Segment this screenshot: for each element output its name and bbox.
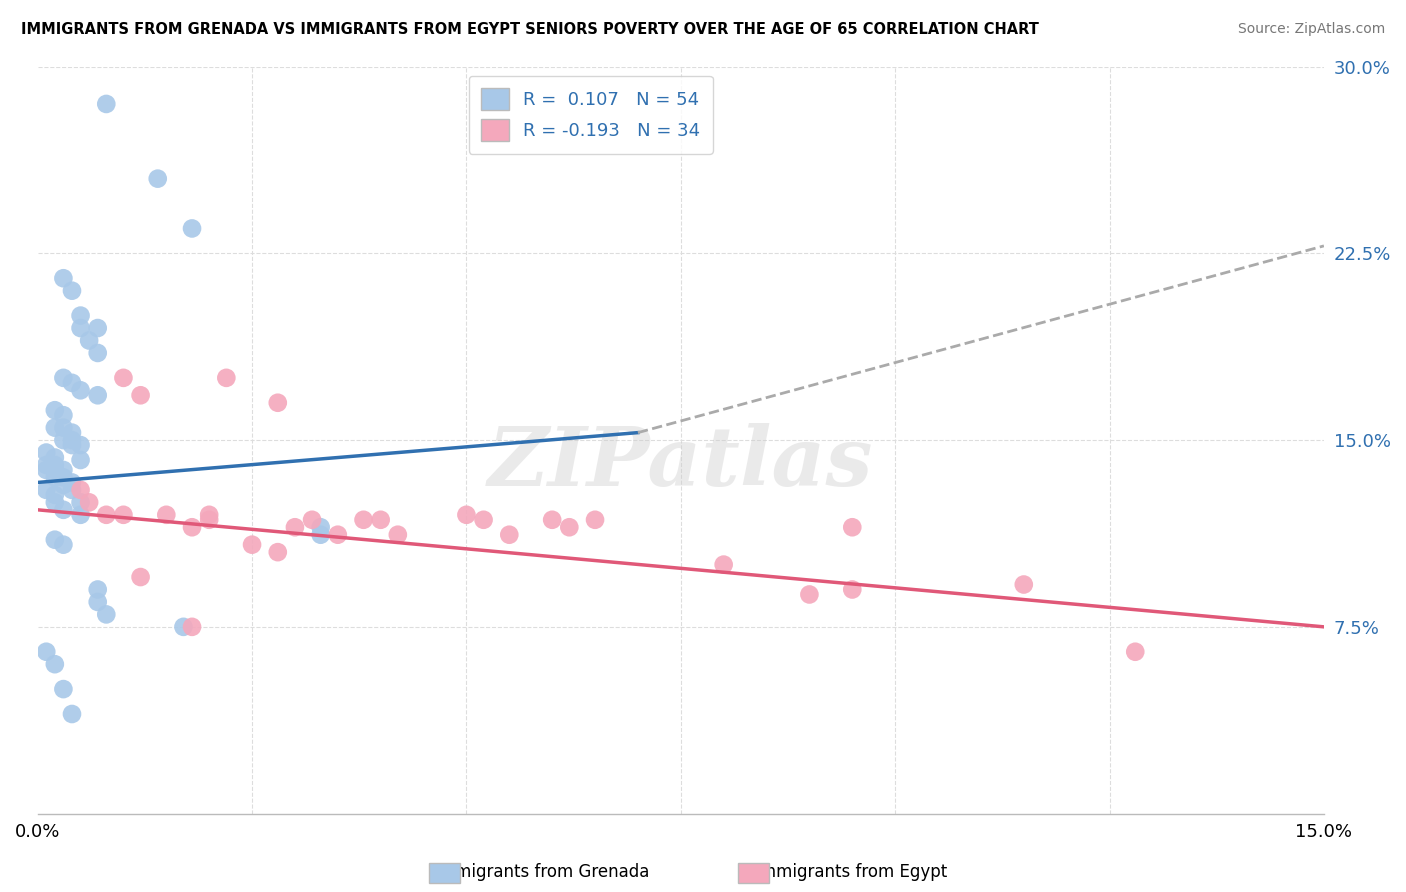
Point: [198, 508, 221, 522]
Point: [146, 171, 169, 186]
Point: [284, 520, 307, 534]
Point: [60, 284, 83, 298]
Point: [713, 558, 735, 572]
Legend: R =  0.107   N = 54, R = -0.193   N = 34: R = 0.107 N = 54, R = -0.193 N = 34: [468, 76, 713, 154]
Point: [35, 645, 58, 659]
Point: [44, 657, 66, 672]
Point: [841, 582, 863, 597]
Text: Immigrants from Grenada: Immigrants from Grenada: [433, 863, 650, 881]
Point: [215, 371, 238, 385]
Point: [52, 420, 75, 434]
Point: [35, 483, 58, 497]
Point: [155, 508, 177, 522]
Text: Source: ZipAtlas.com: Source: ZipAtlas.com: [1237, 22, 1385, 37]
Point: [44, 488, 66, 502]
Point: [77, 495, 100, 509]
Point: [86, 595, 108, 609]
Point: [44, 420, 66, 434]
Point: [52, 470, 75, 484]
Point: [44, 450, 66, 465]
Point: [52, 371, 75, 385]
Point: [267, 545, 290, 559]
Point: [96, 508, 118, 522]
Point: [52, 503, 75, 517]
Point: [35, 463, 58, 477]
Text: Immigrants from Egypt: Immigrants from Egypt: [755, 863, 946, 881]
Point: [301, 513, 323, 527]
Point: [60, 706, 83, 721]
Point: [60, 376, 83, 390]
Point: [44, 403, 66, 417]
Point: [267, 396, 290, 410]
Point: [69, 483, 91, 497]
Text: IMMIGRANTS FROM GRENADA VS IMMIGRANTS FROM EGYPT SENIORS POVERTY OVER THE AGE OF: IMMIGRANTS FROM GRENADA VS IMMIGRANTS FR…: [21, 22, 1039, 37]
Point: [498, 527, 520, 541]
Point: [181, 221, 204, 235]
Point: [456, 508, 478, 522]
Point: [96, 607, 118, 622]
Point: [44, 495, 66, 509]
Point: [52, 433, 75, 447]
Point: [60, 475, 83, 490]
Point: [558, 520, 581, 534]
Point: [69, 495, 91, 509]
Point: [44, 463, 66, 477]
Point: [181, 620, 204, 634]
Point: [309, 527, 332, 541]
Point: [52, 478, 75, 492]
Point: [472, 513, 495, 527]
Point: [387, 527, 409, 541]
Point: [69, 438, 91, 452]
Point: [541, 513, 564, 527]
Point: [353, 513, 375, 527]
Point: [52, 538, 75, 552]
Text: ZIPatlas: ZIPatlas: [488, 423, 873, 502]
Point: [60, 433, 83, 447]
Point: [44, 533, 66, 547]
Point: [35, 458, 58, 472]
Point: [198, 513, 221, 527]
Point: [841, 520, 863, 534]
Point: [69, 453, 91, 467]
Point: [86, 321, 108, 335]
Point: [370, 513, 392, 527]
Point: [35, 445, 58, 459]
Point: [52, 682, 75, 697]
Point: [44, 458, 66, 472]
Point: [799, 587, 821, 601]
Point: [44, 470, 66, 484]
Point: [60, 425, 83, 440]
Point: [86, 346, 108, 360]
Point: [77, 334, 100, 348]
Point: [181, 520, 204, 534]
Point: [52, 271, 75, 285]
Point: [172, 620, 194, 634]
Point: [1012, 577, 1035, 591]
Point: [52, 408, 75, 422]
Point: [129, 388, 152, 402]
Point: [69, 321, 91, 335]
Point: [112, 508, 135, 522]
Point: [60, 483, 83, 497]
Point: [86, 388, 108, 402]
Point: [112, 371, 135, 385]
Point: [52, 463, 75, 477]
Point: [326, 527, 349, 541]
Point: [86, 582, 108, 597]
Point: [583, 513, 606, 527]
Point: [69, 309, 91, 323]
Point: [1123, 645, 1146, 659]
Point: [60, 438, 83, 452]
Point: [69, 384, 91, 398]
Point: [129, 570, 152, 584]
Point: [96, 97, 118, 112]
Point: [240, 538, 263, 552]
Point: [69, 508, 91, 522]
Point: [309, 520, 332, 534]
